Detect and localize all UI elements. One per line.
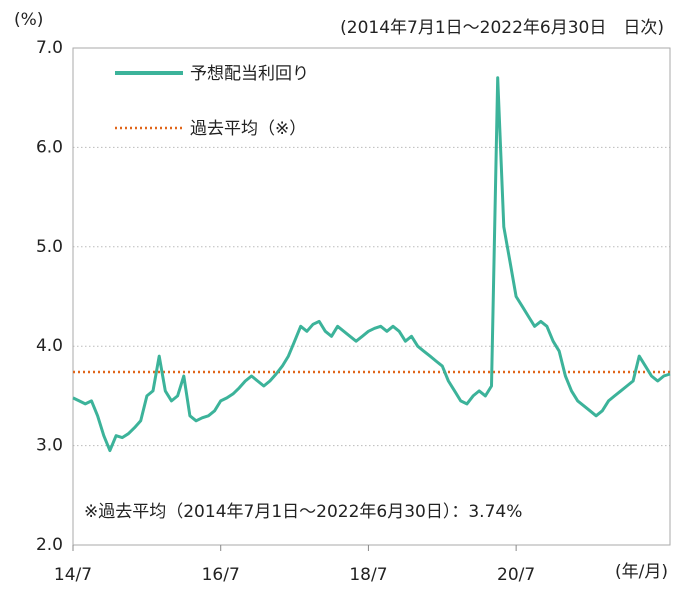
y-tick-label: 5.0 [36, 237, 63, 257]
y-tick-label: 7.0 [36, 38, 63, 58]
subtitle: (2014年7月1日～2022年6月30日 日次) [340, 18, 664, 38]
legend-label: 過去平均（※） [190, 119, 306, 139]
legend-label: 予想配当利回り [190, 64, 309, 84]
y-tick-label: 4.0 [36, 336, 63, 356]
y-tick-label: 2.0 [36, 535, 63, 555]
x-tick-label: 20/7 [497, 565, 535, 585]
data-line [72, 76, 671, 453]
y-tick-label: 6.0 [36, 137, 63, 157]
x-tick-label: 14/7 [54, 565, 92, 585]
plot-frame [72, 47, 671, 546]
x-unit: (年/月) [615, 562, 668, 582]
y-tick-label: 3.0 [36, 436, 63, 456]
note: ※過去平均（2014年7月1日～2022年6月30日）：3.74% [84, 502, 522, 522]
x-tick-label: 18/7 [349, 565, 387, 585]
y-unit: (%) [14, 10, 43, 30]
x-tick-label: 16/7 [202, 565, 240, 585]
